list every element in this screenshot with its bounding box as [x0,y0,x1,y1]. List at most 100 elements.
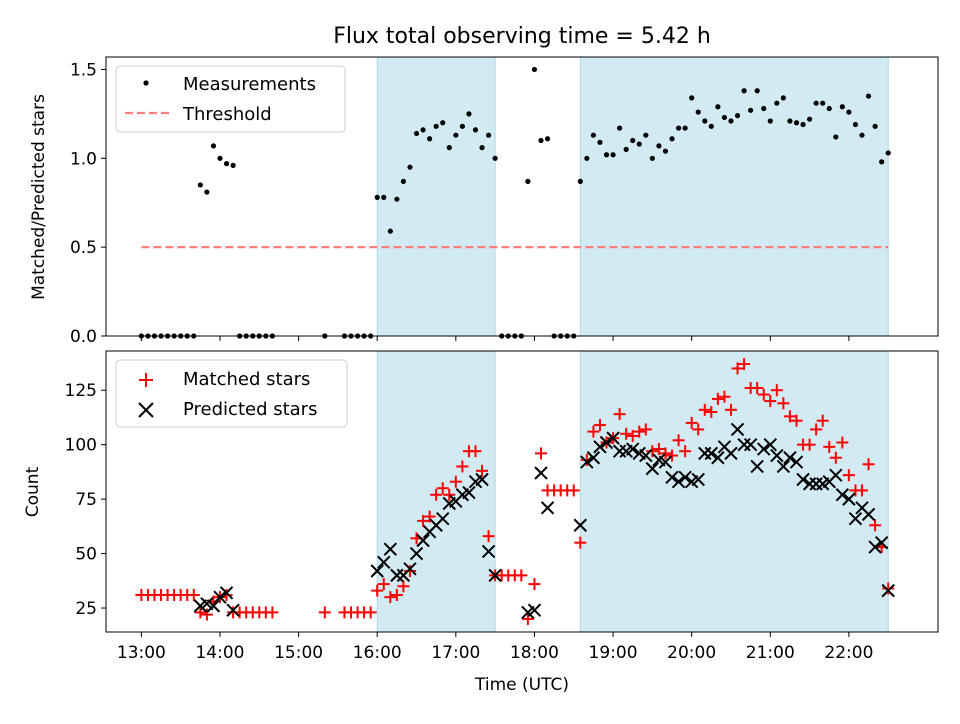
matched-star-point-28 [377,578,390,591]
measurement-point-105 [885,150,891,156]
cross-b [829,468,843,482]
top-y-tick-label-3: 1.5 [70,60,97,80]
measurement-point-12 [217,155,223,161]
x-tick-label-7: 20:00 [667,643,716,663]
top-x-tick-marks [140,336,850,341]
matched-star-point-20 [266,606,279,619]
matched-star-point-102 [862,458,875,471]
matched-star-point-8 [187,588,200,601]
measurement-point-65 [623,146,629,153]
cross-b [390,568,404,583]
measurement-point-97 [833,134,839,140]
x-axis: 13:00 14:00 15:00 16:00 17:00 18:00 19:00 20:00… [117,632,873,663]
predicted-star-point-58 [763,437,777,452]
measurement-point-82 [734,113,741,119]
measurement-point-90 [787,118,793,124]
cross-b [868,540,882,554]
measurement-point-62 [603,152,610,158]
matched-star-point-90 [783,410,796,423]
measurement-point-80 [721,114,728,121]
cross-b [691,472,705,487]
shaded-interval-1 [579,350,889,633]
predicted-star-point-61 [783,451,797,465]
cross-b [809,477,823,491]
measurement-point-94 [813,100,819,106]
shaded-interval-0 [376,56,496,337]
matched-star-point-31 [397,580,410,593]
measurement-point-81 [728,118,734,124]
cross-b [698,446,712,461]
predicted-star-point-59 [770,448,784,463]
measurement-point-89 [780,95,786,101]
top-y-tick-label-0: 0.0 [70,327,97,347]
predicted-star-point-75 [874,535,889,550]
cross-b [534,466,548,480]
measurement-point-27 [374,194,380,200]
measurement-point-91 [793,120,800,126]
cross-b [626,442,640,456]
matched-star-point-101 [856,484,869,497]
measurement-point-101 [859,132,865,138]
matched-star-point-99 [842,469,855,482]
measurement-point-66 [630,137,636,144]
predicted-star-point-13 [416,533,430,548]
measurement-point-44 [485,132,492,138]
bottom-panel-frame [105,350,939,633]
matched-star-point-89 [777,397,790,410]
cross-b [612,444,627,458]
matched-star-point-85 [751,382,764,395]
measurement-point-28 [381,194,387,200]
measurement-point-43 [479,145,485,151]
predicted-star-point-73 [861,507,876,522]
cross-b [770,448,784,463]
predicted-star-point-32 [593,440,607,454]
top-legend: Measurements Threshold [115,65,346,133]
measurement-point-67 [636,141,642,147]
cross-b [403,562,417,576]
predicted-star-point-26 [527,603,542,617]
x-tick-label-0: 13:00 [117,643,166,663]
top-y-tick-label-2: 1.0 [70,149,97,169]
matched-star-point-58 [574,536,587,549]
measurement-point-50 [525,178,531,184]
predicted-star-point-64 [802,477,817,491]
matched-star-point-86 [757,388,770,401]
matched-star-point-82 [731,362,744,375]
predicted-star-point-63 [796,472,810,487]
predicted-star-point-31 [586,451,601,465]
measurement-point-64 [617,125,623,131]
top-y-tick-label-1: 0.5 [70,238,97,258]
matched-star-point-105 [882,582,895,595]
predicted-star-point-3 [213,590,227,604]
cross-b [750,459,764,474]
measurement-point-99 [846,109,852,115]
matched-star-point-60 [587,425,600,438]
matched-star-point-93 [803,438,816,451]
matched-star-point-61 [593,419,606,432]
predicted-star-point-8 [383,542,398,556]
measurement-point-83 [741,88,747,94]
measurement-point-11 [210,143,217,149]
cross-b [802,477,817,491]
cross-b [842,492,856,506]
predicted-star-point-71 [848,512,863,526]
predicted-star-point-50 [711,451,725,465]
top-panel: 0.0 0.5 1.0 1.5 Matched/Predicted stars Mea… [29,56,939,347]
cross-b [717,440,732,454]
matched-star-point-70 [652,443,665,456]
matched-star-point-52 [534,447,547,460]
measurement-point-39 [453,132,459,138]
measurement-point-32 [407,164,413,170]
measurement-point-104 [879,159,885,165]
bottom-y-tick-label-2: 75 [75,490,97,510]
cross-b [370,564,384,578]
cross-b [763,437,777,452]
predicted-star-point-16 [436,512,450,526]
predicted-star-point-47 [691,472,705,487]
measurement-point-95 [820,100,826,106]
predicted-star-point-40 [645,461,660,476]
matched-star-point-87 [764,395,777,408]
matched-star-point-30 [390,588,403,601]
matched-star-point-75 [685,416,698,429]
